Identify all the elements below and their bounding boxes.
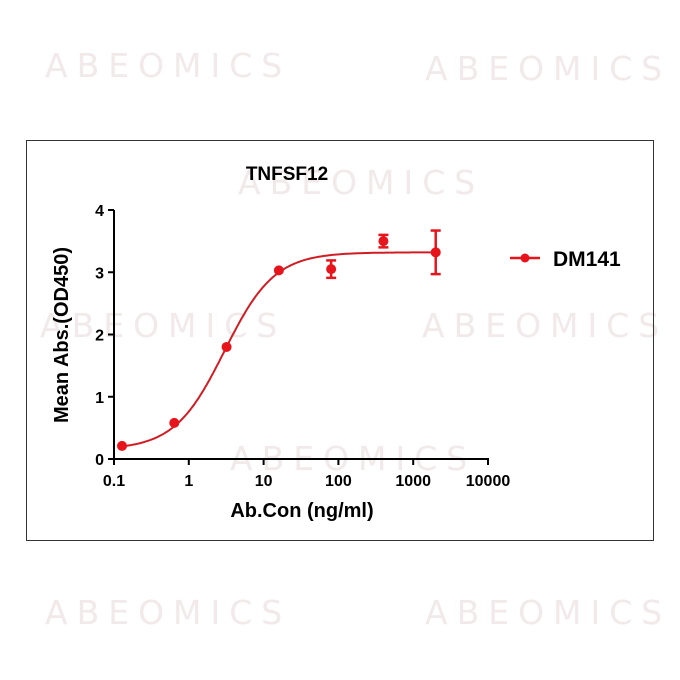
watermark: ABEOMICS xyxy=(45,593,291,632)
watermarks: ABEOMICS ABEOMICS ABEOMICS ABEOMICS ABEO… xyxy=(40,46,671,632)
x-tick-label: 10 xyxy=(255,473,273,490)
data-point xyxy=(273,265,284,276)
x-axis-label: Ab.Con (ng/ml) xyxy=(230,500,373,522)
watermark: ABEOMICS xyxy=(422,306,668,345)
data-point xyxy=(221,341,232,352)
data-point xyxy=(117,440,128,451)
legend: DM141 xyxy=(510,248,621,271)
x-tick-label: 0.1 xyxy=(103,473,125,490)
x-tick-label: 1 xyxy=(184,473,193,490)
watermark: ABEOMICS xyxy=(425,49,671,88)
data-point xyxy=(430,247,441,258)
legend-label: DM141 xyxy=(553,248,621,271)
watermark: ABEOMICS xyxy=(40,306,286,345)
y-tick-label: 0 xyxy=(95,452,104,469)
data-point xyxy=(378,236,389,247)
axes: 0.1 1 10 100 1000 10000 0 1 2 3 4 xyxy=(95,203,510,490)
y-tick-label: 1 xyxy=(95,390,104,407)
watermark: ABEOMICS xyxy=(45,46,291,85)
watermark: ABEOMICS xyxy=(425,593,671,632)
chart-frame xyxy=(26,140,654,541)
y-tick-label: 2 xyxy=(95,328,104,345)
y-axis-label: Mean Abs.(OD450) xyxy=(51,247,73,423)
marks xyxy=(117,229,441,451)
y-tick-label: 3 xyxy=(95,265,104,282)
x-tick-label: 100 xyxy=(325,473,352,490)
x-tick-label: 10000 xyxy=(466,473,511,490)
watermark: ABEOMICS xyxy=(238,163,484,202)
data-point xyxy=(169,417,180,428)
x-tick-label: 1000 xyxy=(395,473,431,490)
y-tick-label: 4 xyxy=(95,203,104,220)
data-point xyxy=(326,264,337,275)
legend-marker xyxy=(520,253,530,263)
fit-curve xyxy=(121,251,436,448)
chart-title: TNFSF12 xyxy=(246,164,328,185)
